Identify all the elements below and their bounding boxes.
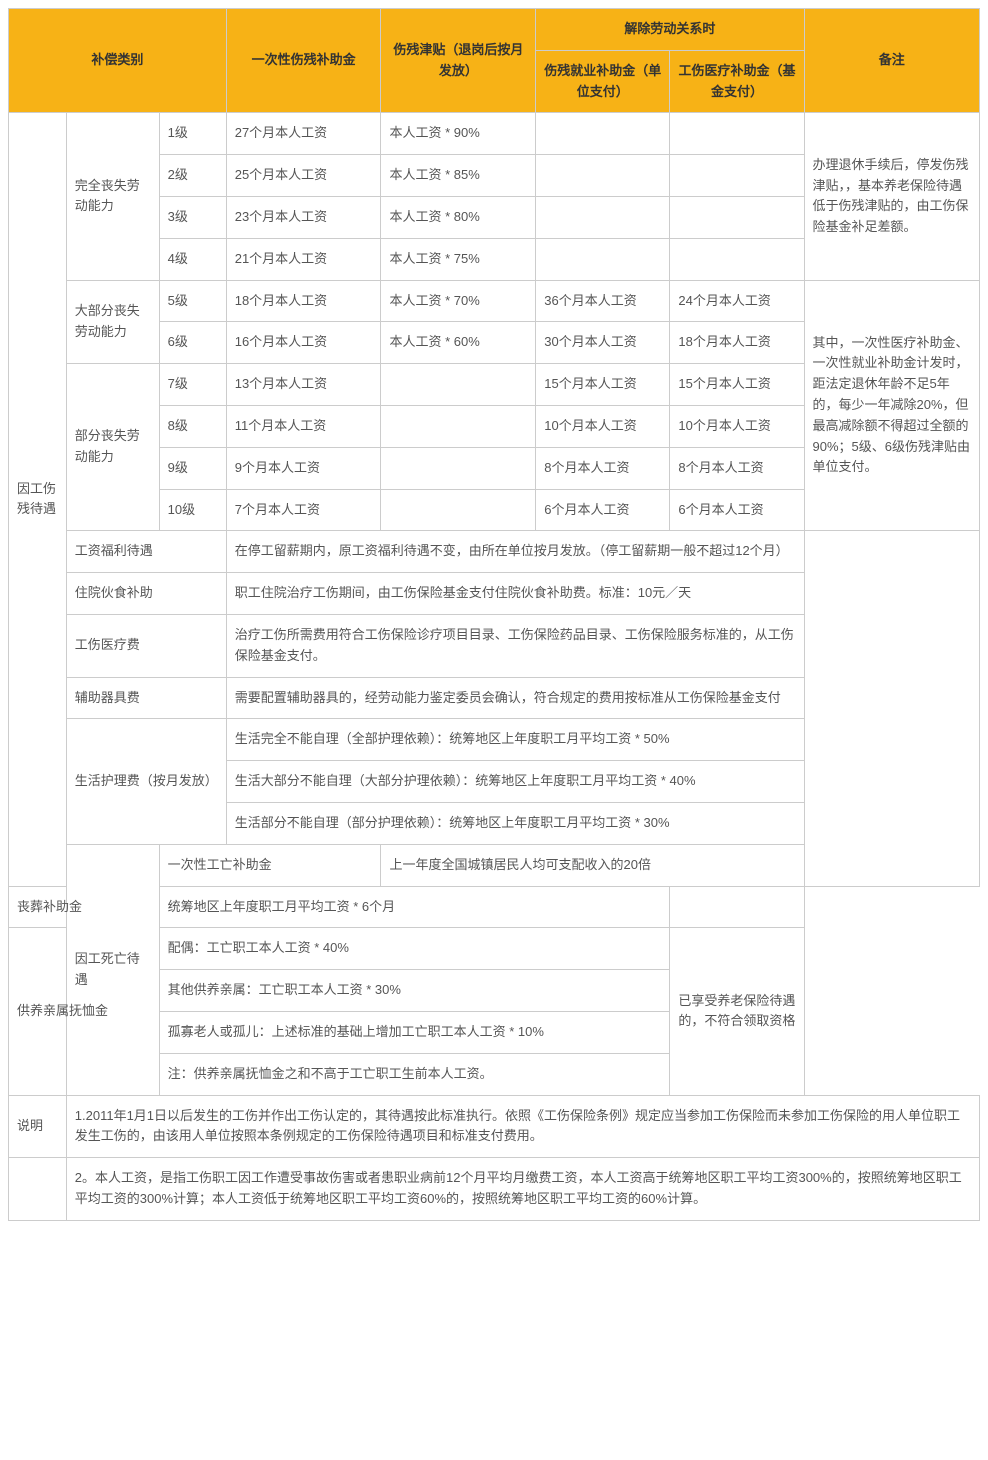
level-med [670,196,804,238]
care-1: 生活完全不能自理（全部护理依赖）：统筹地区上年度职工月平均工资 * 50% [226,719,804,761]
header-lumpsum: 一次性伤残补助金 [226,9,381,113]
level-lump: 18个月本人工资 [226,280,381,322]
level-lump: 13个月本人工资 [226,364,381,406]
wage-benefit-text: 在停工留薪期内，原工资福利待遇不变，由所在单位按月发放。（停工留薪期一般不超过1… [226,531,804,573]
hospital-food-label: 住院伙食补助 [66,573,226,615]
level-emp: 36个月本人工资 [536,280,670,322]
level-lump: 16个月本人工资 [226,322,381,364]
remark-2: 其中，一次性医疗补助金、一次性就业补助金计发时，距法定退休年龄不足5年的，每少一… [804,280,979,531]
empty-remark [670,886,804,928]
care-3: 生活部分不能自理（部分护理依赖）：统筹地区上年度职工月平均工资 * 30% [226,802,804,844]
level-med: 8个月本人工资 [670,447,804,489]
level-name: 10级 [159,489,226,531]
level-lump: 27个月本人工资 [226,113,381,155]
wage-benefit-label: 工资福利待遇 [66,531,226,573]
header-emp-subsidy: 伤残就业补助金（单位支付） [536,50,670,113]
level-allow: 本人工资 * 70% [381,280,536,322]
table-row: 因工伤残待遇 完全丧失劳动能力 1级 27个月本人工资 本人工资 * 90% 办… [9,113,980,155]
death-onetime-label: 一次性工亡补助金 [159,844,381,886]
aid-device-text: 需要配置辅助器具的，经劳动能力鉴定委员会确认，符合规定的费用按标准从工伤保险基金… [226,677,804,719]
empty-remark [804,531,979,886]
medical-fee-text: 治疗工伤所需费用符合工伤保险诊疗项目目录、工伤保险药品目录、工伤保险服务标准的，… [226,614,804,677]
level-allow [381,489,536,531]
death-other: 其他供养亲属：工亡职工本人工资 * 30% [159,970,670,1012]
hospital-food-text: 职工住院治疗工伤期间，由工伤保险基金支付住院伙食补助费。标准：10元／天 [226,573,804,615]
compensation-table: 补偿类别 一次性伤残补助金 伤残津贴（退岗后按月发放） 解除劳动关系时 备注 伤… [8,8,980,1221]
level-allow: 本人工资 * 75% [381,238,536,280]
level-allow: 本人工资 * 80% [381,196,536,238]
cat-disability: 因工伤残待遇 [9,113,67,886]
death-funeral-text: 统筹地区上年度职工月平均工资 * 6个月 [159,886,670,928]
header-category: 补偿类别 [9,9,227,113]
care-label: 生活护理费（按月发放） [66,719,226,844]
level-name: 1级 [159,113,226,155]
death-funeral-label: 丧葬补助金 [9,886,160,928]
level-allow: 本人工资 * 60% [381,322,536,364]
level-med: 18个月本人工资 [670,322,804,364]
death-onetime-text: 上一年度全国城镇居民人均可支配收入的20倍 [381,844,980,886]
level-name: 5级 [159,280,226,322]
aid-device-label: 辅助器具费 [66,677,226,719]
level-allow: 本人工资 * 85% [381,155,536,197]
level-emp: 6个月本人工资 [536,489,670,531]
death-remark: 已享受养老保险待遇的，不符合领取资格 [670,928,804,1095]
table-row: 说明 1.2011年1月1日以后发生的工伤并作出工伤认定的，其待遇按此标准执行。… [9,1095,980,1158]
table-row: 工资福利待遇 在停工留薪期内，原工资福利待遇不变，由所在单位按月发放。（停工留薪… [9,531,980,573]
empty-cell [9,1158,67,1221]
level-lump: 25个月本人工资 [226,155,381,197]
level-lump: 9个月本人工资 [226,447,381,489]
level-emp: 10个月本人工资 [536,405,670,447]
level-med [670,155,804,197]
level-lump: 7个月本人工资 [226,489,381,531]
table-row: 丧葬补助金 统筹地区上年度职工月平均工资 * 6个月 [9,886,980,928]
death-orphan: 孤寡老人或孤儿：上述标准的基础上增加工亡职工本人工资 * 10% [159,1011,670,1053]
level-med: 6个月本人工资 [670,489,804,531]
care-2: 生活大部分不能自理（大部分护理依赖）：统筹地区上年度职工月平均工资 * 40% [226,761,804,803]
level-name: 6级 [159,322,226,364]
header-med-subsidy: 工伤医疗补助金（基金支付） [670,50,804,113]
death-spouse: 配偶：工亡职工本人工资 * 40% [159,928,670,970]
cat-explanation: 说明 [9,1095,67,1158]
level-name: 8级 [159,405,226,447]
table-row: 大部分丧失劳动能力 5级 18个月本人工资 本人工资 * 70% 36个月本人工… [9,280,980,322]
level-allow: 本人工资 * 90% [381,113,536,155]
table-row: 2。本人工资，是指工伤职工因工作遭受事故伤害或者患职业病前12个月平均月缴费工资… [9,1158,980,1221]
level-name: 3级 [159,196,226,238]
level-emp: 15个月本人工资 [536,364,670,406]
table-row: 供养亲属抚恤金 配偶：工亡职工本人工资 * 40% 已享受养老保险待遇的，不符合… [9,928,980,970]
death-note: 注：供养亲属抚恤金之和不高于工亡职工生前本人工资。 [159,1053,670,1095]
level-emp [536,155,670,197]
level-name: 4级 [159,238,226,280]
level-lump: 11个月本人工资 [226,405,381,447]
level-lump: 23个月本人工资 [226,196,381,238]
header-remark: 备注 [804,9,979,113]
level-emp: 30个月本人工资 [536,322,670,364]
level-name: 7级 [159,364,226,406]
header-termination: 解除劳动关系时 [536,9,804,51]
level-med: 24个月本人工资 [670,280,804,322]
loss-partial: 部分丧失劳动能力 [66,364,159,531]
header-allowance: 伤残津贴（退岗后按月发放） [381,9,536,113]
table-row: 因工死亡待遇 一次性工亡补助金 上一年度全国城镇居民人均可支配收入的20倍 [9,844,980,886]
loss-most: 大部分丧失劳动能力 [66,280,159,364]
level-emp [536,113,670,155]
level-name: 2级 [159,155,226,197]
explain-1: 1.2011年1月1日以后发生的工伤并作出工伤认定的，其待遇按此标准执行。依照《… [66,1095,979,1158]
loss-full: 完全丧失劳动能力 [66,113,159,280]
level-med: 10个月本人工资 [670,405,804,447]
level-emp [536,238,670,280]
level-allow [381,405,536,447]
level-med: 15个月本人工资 [670,364,804,406]
level-emp [536,196,670,238]
level-med [670,238,804,280]
level-allow [381,447,536,489]
explain-2: 2。本人工资，是指工伤职工因工作遭受事故伤害或者患职业病前12个月平均月缴费工资… [66,1158,979,1221]
level-allow [381,364,536,406]
remark-1: 办理退休手续后，停发伤残津贴，，基本养老保险待遇低于伤残津贴的，由工伤保险基金补… [804,113,979,280]
level-med [670,113,804,155]
level-lump: 21个月本人工资 [226,238,381,280]
level-name: 9级 [159,447,226,489]
level-emp: 8个月本人工资 [536,447,670,489]
medical-fee-label: 工伤医疗费 [66,614,226,677]
